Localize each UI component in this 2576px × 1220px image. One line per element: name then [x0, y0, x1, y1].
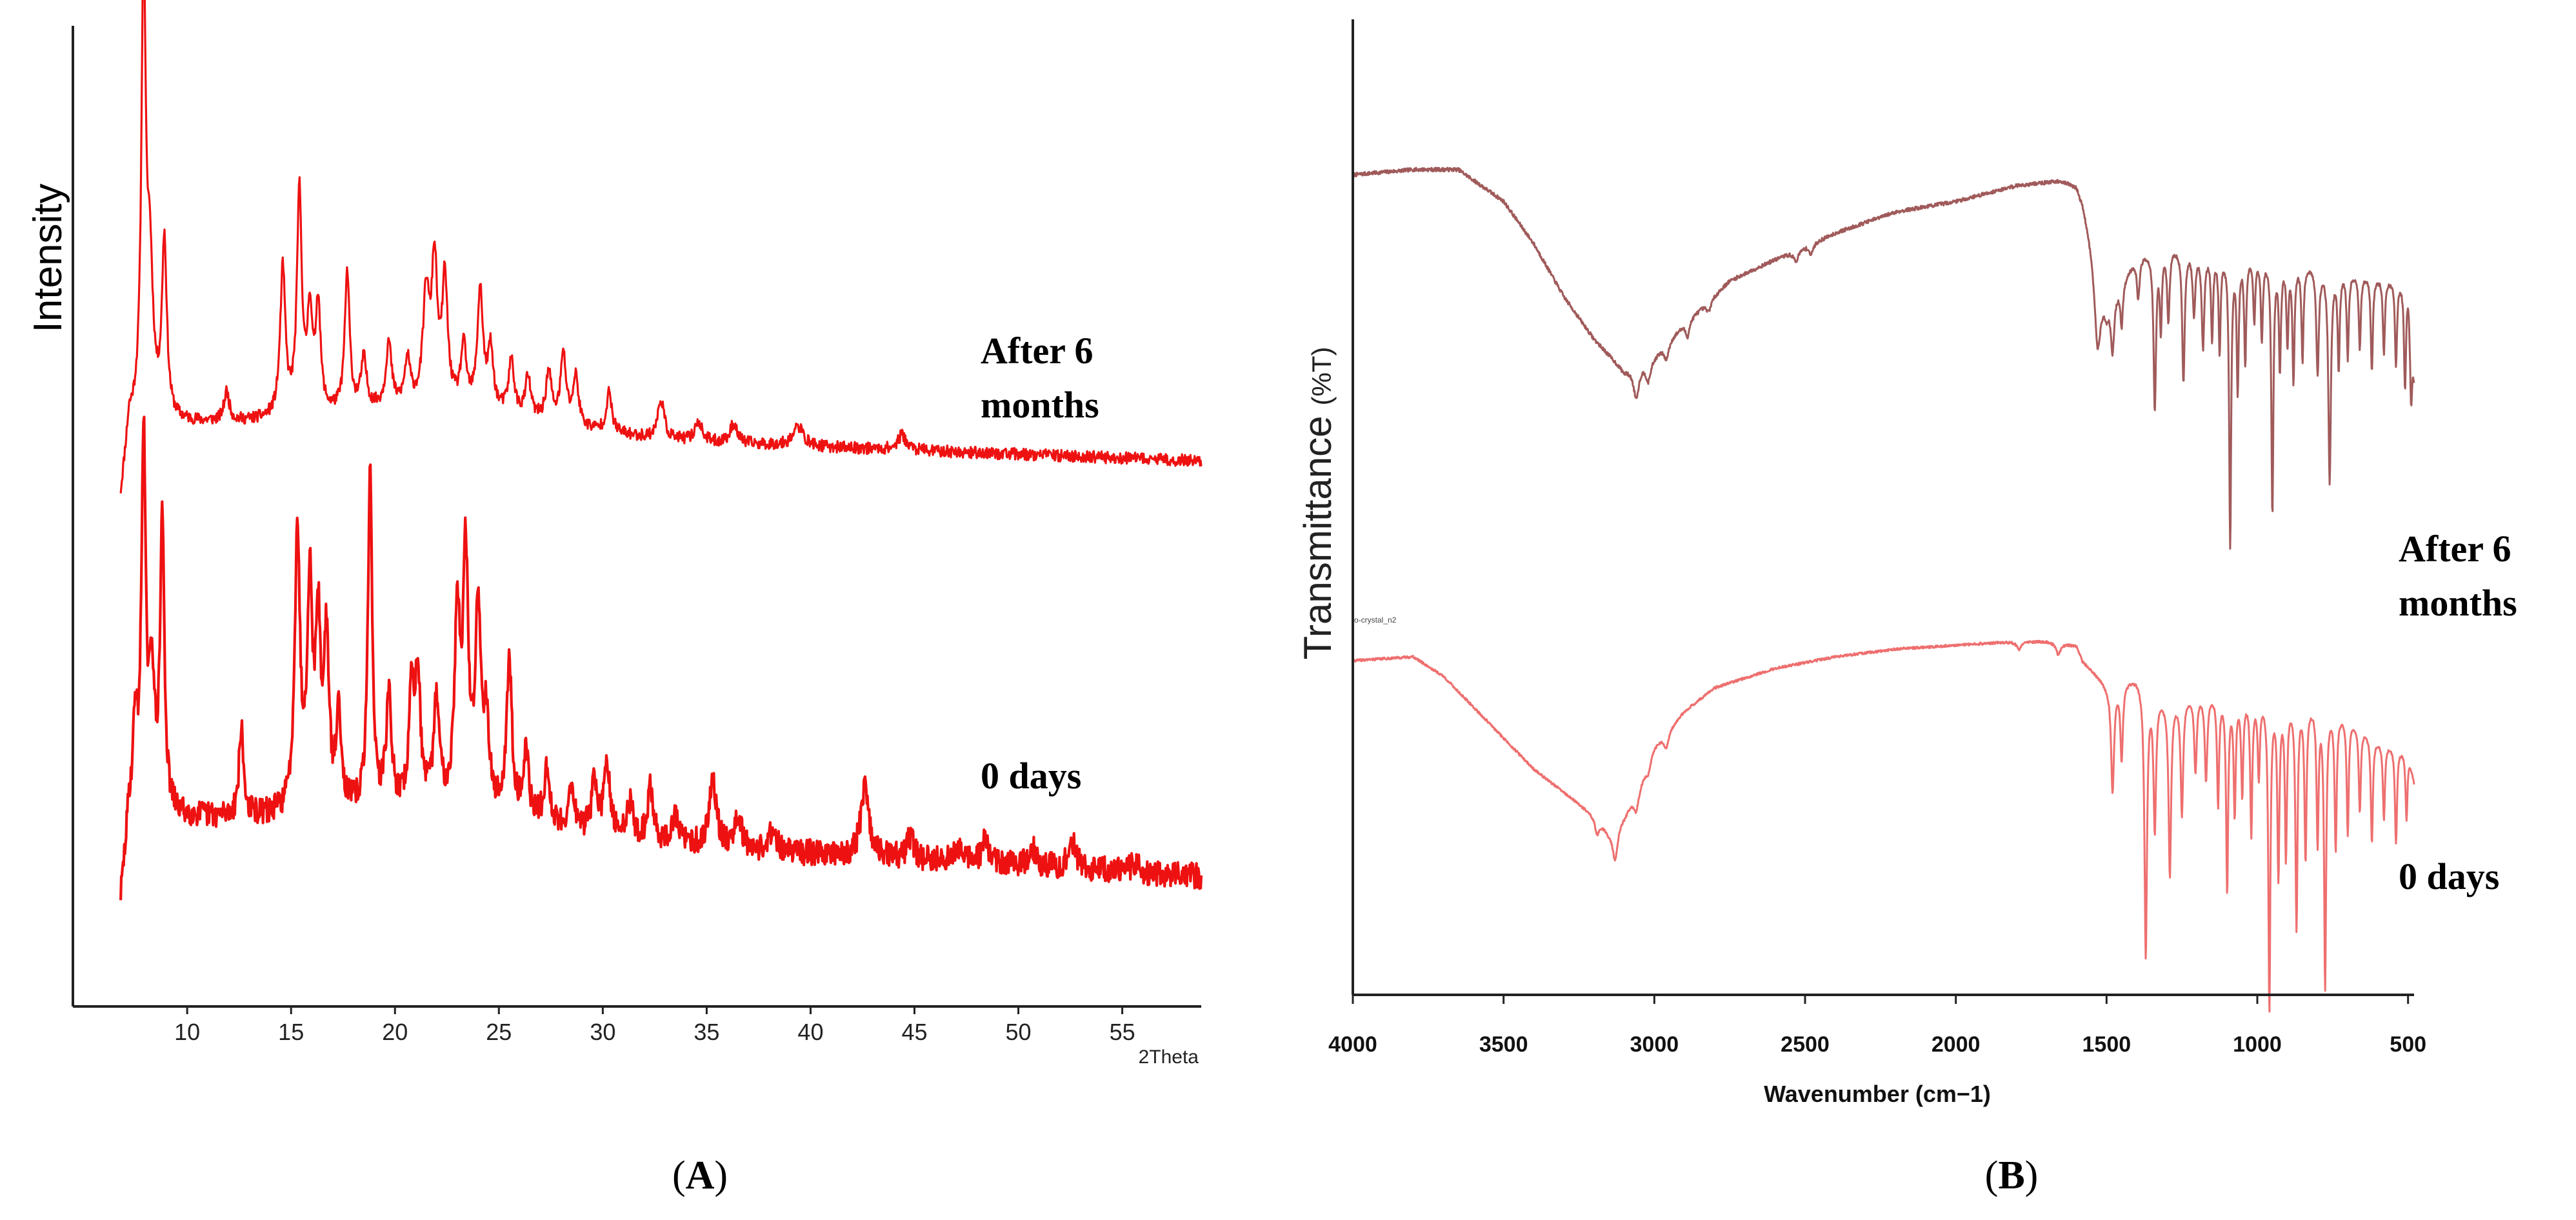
panel-a-series-0-days [119, 415, 1203, 901]
panel-a-tick-label: 15 [278, 1019, 304, 1045]
panel-a-traces [119, 0, 1203, 901]
panel-a-tick-label: 50 [1006, 1019, 1032, 1045]
panel-a-tick-label: 35 [694, 1019, 719, 1045]
panel-b-ticks: 4000 3500 3000 2500 2000 1500 1000 500 [1328, 995, 2426, 1057]
panel-b-tick-label: 1500 [2082, 1032, 2132, 1057]
panel-b-tick-label: 2500 [1781, 1032, 1830, 1057]
panel-a-series-after-6-months [119, 0, 1203, 494]
panel-b-x-label-unit: (cm−1) [1915, 1081, 1991, 1107]
panel-a-caption: (A) [672, 1154, 728, 1197]
panel-a-tick-label: 30 [590, 1019, 615, 1045]
panel-a-tick-label: 45 [901, 1019, 927, 1045]
panel-b-x-label: Wavenumber (cm−1) [1764, 1081, 1991, 1107]
panel-b-label-aged-line1: After 6 [2399, 528, 2511, 570]
panel-a-y-label: Intensity [26, 184, 70, 333]
panel-b-tick-label: 500 [2390, 1032, 2426, 1057]
panel-b-y-label-unit: (%T) [1306, 347, 1337, 406]
panel-b-series-0-days [1352, 639, 2415, 1013]
panel-a-xrd: 10 15 20 25 30 35 40 45 50 55 Intensity 2Theta Af… [26, 0, 1203, 1068]
panel-b-traces [1352, 166, 2415, 1013]
panel-b-series-after-6-months [1352, 166, 2415, 550]
panel-b-x-label-text: Wavenumber [1764, 1081, 1909, 1107]
panel-b-tick-label: 1000 [2233, 1032, 2282, 1057]
panel-b-tick-label: 4000 [1328, 1032, 1377, 1057]
panel-a-tick-label: 40 [797, 1019, 823, 1045]
panel-b-sample-annotation: o-crystal_n2 [1354, 615, 1397, 625]
panel-b-ftir: 4000 3500 3000 2500 2000 1500 1000 500 Transmit… [1296, 19, 2517, 1107]
panel-b-label-fresh: 0 days [2399, 855, 2499, 897]
panel-b-y-label: Transmittance (%T) [1296, 347, 1339, 660]
panel-b-caption: (B) [1985, 1154, 2039, 1197]
panel-a-label-aged-line1: After 6 [981, 330, 1093, 372]
panel-b-tick-label: 3000 [1630, 1032, 1679, 1057]
panel-b-tick-label: 2000 [1932, 1032, 1981, 1057]
panel-a-tick-label: 55 [1110, 1019, 1135, 1045]
panel-b-y-label-text: Transmittance [1296, 416, 1339, 660]
panel-a-label-fresh: 0 days [981, 755, 1081, 797]
panel-a-tick-label: 20 [382, 1019, 408, 1045]
panel-b-tick-label: 3500 [1479, 1032, 1528, 1057]
panel-a-tick-label: 25 [486, 1019, 512, 1045]
panel-a-ticks: 10 15 20 25 30 35 40 45 50 55 [174, 1006, 1135, 1045]
panel-b-label-aged-line2: months [2399, 582, 2517, 624]
panel-a-x-label: 2Theta [1139, 1046, 1199, 1068]
panel-a-tick-label: 10 [174, 1019, 200, 1045]
panel-a-label-aged-line2: months [981, 384, 1099, 426]
